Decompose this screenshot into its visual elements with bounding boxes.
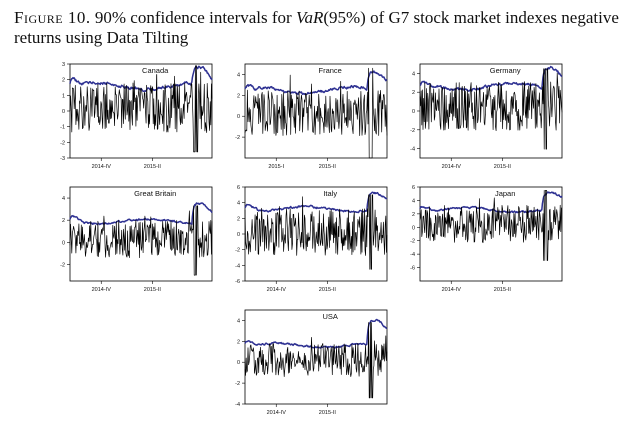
x-tick-label: 2014-IV [442, 164, 462, 170]
y-tick-label: 4 [237, 201, 240, 207]
x-tick-label: 2015-II [319, 410, 337, 416]
y-tick-label: 0 [62, 240, 65, 246]
y-tick-label: 4 [237, 72, 240, 78]
x-tick-label: 2014-IV [92, 164, 112, 170]
y-tick-label: 2 [237, 93, 240, 99]
italy-upper-interval-line [244, 191, 388, 214]
x-tick-label: 2015-II [319, 164, 337, 170]
italy-negative-returns-line [244, 194, 388, 270]
panel-title: Canada [142, 66, 169, 75]
y-tick-label: -3 [60, 156, 65, 162]
x-tick-label: 2014-IV [267, 410, 287, 416]
panel-title: Great Britain [134, 189, 176, 198]
y-tick-label: 4 [412, 71, 415, 77]
x-tick-label: 2015-II [319, 287, 337, 293]
y-tick-label: 2 [237, 339, 240, 345]
x-tick-label: 2015-II [494, 164, 512, 170]
panel-title: France [319, 66, 342, 75]
chart-panel-italy: -6 -4 -2 0 2 4 6 2014-IV 2015-II Italy [235, 185, 388, 293]
plot-frame [69, 63, 213, 159]
y-tick-label: 6 [412, 185, 415, 191]
panel-title: Germany [490, 66, 521, 75]
y-tick-label: 4 [62, 196, 65, 202]
japan-negative-returns-line [419, 190, 563, 261]
chart-panel-france: -2 0 2 4 2015-I 2015-II France [235, 63, 388, 170]
panel-title: USA [322, 312, 337, 321]
y-tick-label: 2 [412, 90, 415, 96]
y-tick-label: 4 [237, 318, 240, 324]
y-tick-label: -6 [410, 266, 415, 272]
germany-negative-returns-line [419, 68, 563, 150]
germany-upper-interval-line [419, 65, 563, 92]
y-tick-label: -2 [235, 381, 240, 387]
x-tick-label: 2014-IV [442, 287, 462, 293]
france-negative-returns-line [244, 67, 388, 159]
caption-text-before: 90% confidence intervals for [94, 8, 296, 27]
chart-panel-germany: -4 -2 0 2 4 2014-IV 2015-II Germany [410, 63, 563, 170]
y-tick-label: -1 [60, 125, 65, 131]
y-tick-label: 0 [62, 109, 65, 115]
y-tick-label: -6 [235, 279, 240, 285]
y-tick-label: -4 [410, 252, 415, 258]
x-tick-label: 2015-II [144, 287, 162, 293]
y-tick-label: -4 [410, 147, 415, 153]
x-tick-label: 2015-I [268, 164, 284, 170]
japan-upper-interval-line [419, 191, 563, 214]
y-tick-label: -2 [60, 140, 65, 146]
plot-frame [244, 63, 388, 159]
caption-text-after: (95%) of G7 stock market indexes negativ… [14, 8, 619, 47]
y-tick-label: -2 [235, 135, 240, 141]
y-tick-label: 6 [237, 185, 240, 191]
chart-panel-canada: -3 -2 -1 0 1 2 3 2014-IV 2015-II Canada [60, 62, 213, 170]
y-tick-label: 0 [237, 232, 240, 238]
great-britain-upper-interval-line [69, 202, 213, 226]
y-tick-label: 1 [62, 93, 65, 99]
y-tick-label: 2 [62, 218, 65, 224]
y-tick-label: 0 [237, 114, 240, 120]
x-tick-label: 2015-II [494, 287, 512, 293]
panel-title: Italy [323, 189, 337, 198]
x-tick-label: 2014-IV [267, 287, 287, 293]
chart-panel-usa: -4 -2 0 2 4 2014-IV 2015-II USA [235, 309, 388, 416]
chart-panel-japan: -6 -4 -2 0 2 4 6 2014-IV 2015-II Japan [410, 185, 563, 293]
y-tick-label: 2 [237, 216, 240, 222]
y-tick-label: 0 [412, 109, 415, 115]
y-tick-label: 2 [62, 78, 65, 84]
usa-negative-returns-line [244, 322, 388, 399]
plot-frame [419, 186, 563, 282]
plot-frame [244, 309, 388, 405]
y-tick-label: -2 [410, 128, 415, 134]
y-tick-label: -2 [60, 262, 65, 268]
caption-var-symbol: VaR [295, 8, 324, 27]
y-tick-label: -2 [410, 239, 415, 245]
figure-label: Figure 10. [14, 8, 91, 27]
y-tick-label: 2 [412, 212, 415, 218]
y-tick-label: 3 [62, 62, 65, 68]
panel-title: Japan [495, 189, 515, 198]
y-tick-label: 0 [412, 225, 415, 231]
great-britain-negative-returns-line [69, 205, 213, 276]
y-tick-label: -2 [235, 248, 240, 254]
y-tick-label: -4 [235, 402, 240, 408]
figure-caption: Figure 10. 90% confidence intervals for … [14, 8, 624, 48]
x-tick-label: 2014-IV [92, 287, 112, 293]
canada-negative-returns-line [69, 65, 213, 153]
usa-upper-interval-line [244, 318, 388, 349]
y-tick-label: -4 [235, 263, 240, 269]
x-tick-label: 2015-II [144, 164, 162, 170]
chart-panel-great-britain: -2 0 2 4 2014-IV 2015-II Great Britain [60, 186, 213, 293]
france-upper-interval-line [244, 70, 388, 96]
y-tick-label: 0 [237, 360, 240, 366]
y-tick-label: 4 [412, 198, 415, 204]
